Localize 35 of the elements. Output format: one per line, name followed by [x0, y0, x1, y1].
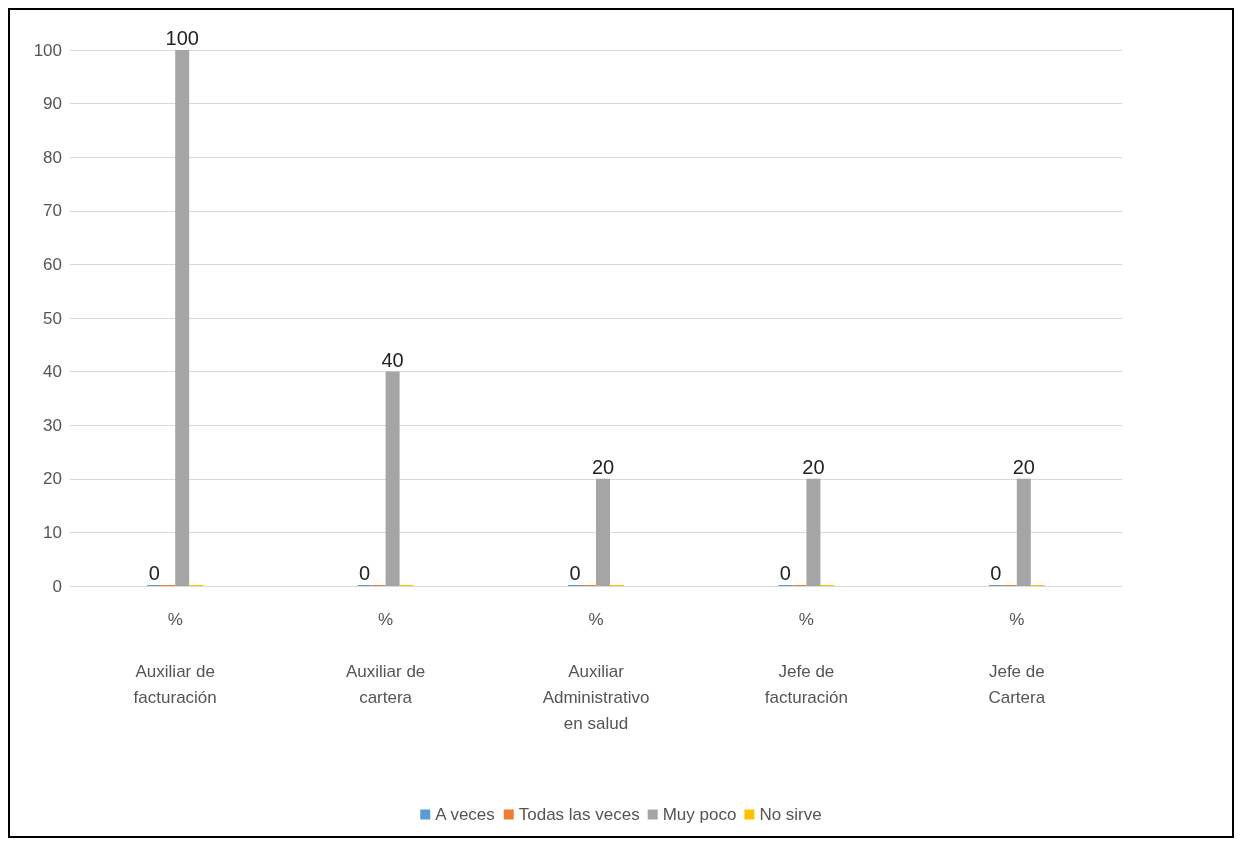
- category-label: % Jefe de Cartera: [988, 609, 1046, 707]
- data-label: 100: [165, 27, 199, 49]
- category-label: % Auxiliar de cartera: [345, 609, 426, 707]
- bar: [175, 50, 190, 586]
- bar: [385, 371, 400, 586]
- y-tick-label: 80: [43, 147, 62, 167]
- bar: [806, 478, 821, 586]
- y-tick-label: 60: [43, 254, 62, 274]
- data-label: 20: [1012, 455, 1035, 478]
- y-tick-label: 40: [43, 362, 62, 382]
- bar: [596, 478, 610, 586]
- y-tick-label: 0: [52, 576, 62, 596]
- y-tick-label: 30: [43, 415, 62, 435]
- y-tick-label: 90: [43, 94, 62, 114]
- category-label: % Auxiliar de facturación: [133, 609, 217, 707]
- data-label: 0: [779, 562, 791, 584]
- bar: [1016, 478, 1031, 586]
- data-label: 40: [381, 348, 404, 371]
- y-tick-label: 70: [43, 201, 62, 221]
- data-label: 0: [569, 562, 581, 584]
- y-tick-label: 10: [43, 522, 62, 542]
- data-label: 20: [591, 455, 615, 478]
- data-label: 0: [990, 562, 1002, 584]
- data-label: 0: [359, 562, 371, 584]
- y-tick-label: 50: [43, 308, 62, 328]
- legend-label: No sirve: [759, 805, 822, 824]
- legend-label: A veces: [435, 805, 495, 824]
- y-tick-label: 20: [43, 469, 62, 489]
- category-label: % Auxiliar Administrativo en salud: [542, 609, 650, 733]
- data-label: 20: [802, 455, 825, 478]
- legend-label: Todas las veces: [518, 805, 640, 824]
- data-label: 0: [148, 562, 160, 584]
- category-label: % Jefe de facturación: [764, 609, 848, 707]
- legend-label: Muy poco: [662, 805, 737, 824]
- y-tick-label: 100: [33, 40, 62, 60]
